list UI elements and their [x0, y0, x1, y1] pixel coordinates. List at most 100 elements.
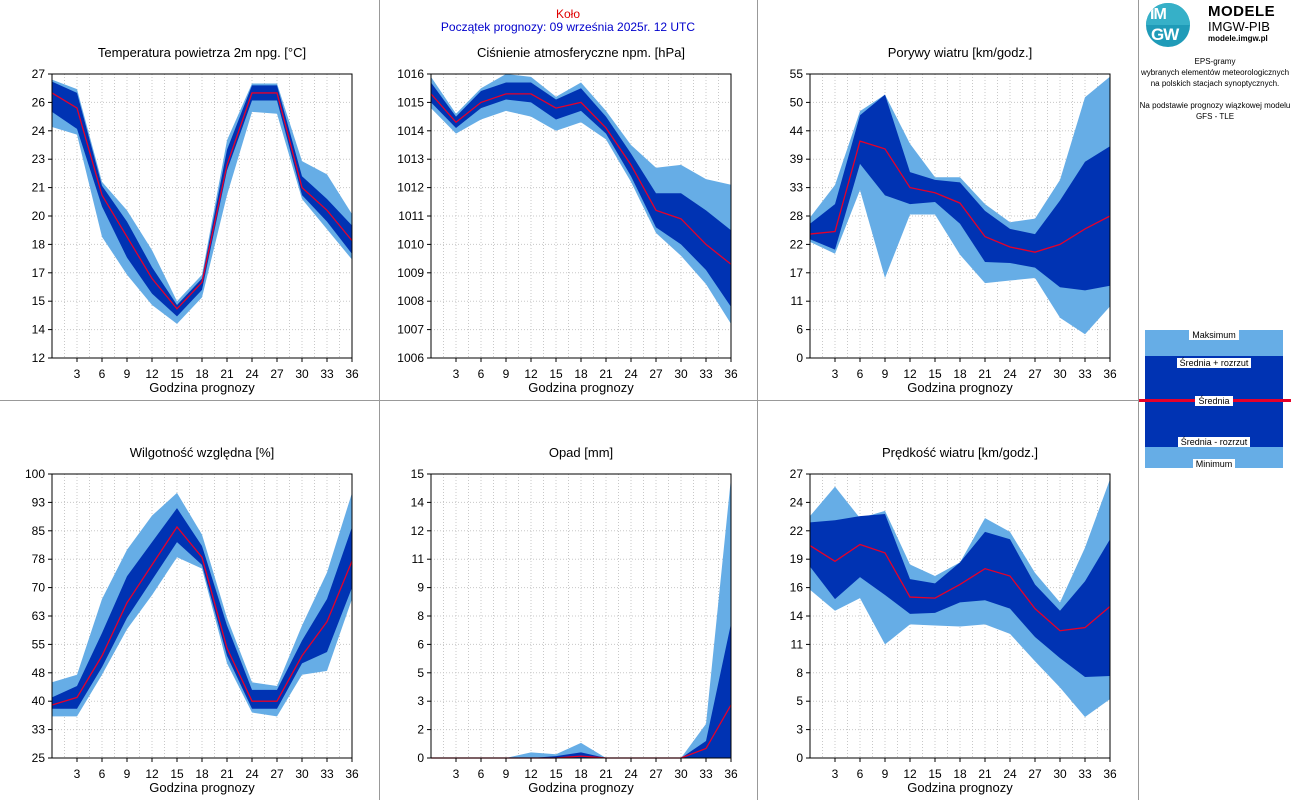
x-tick-label: 27 — [1028, 367, 1042, 381]
x-tick-label: 30 — [295, 367, 309, 381]
x-tick-label: 24 — [1003, 767, 1017, 781]
x-tick-label: 15 — [549, 767, 563, 781]
x-axis-label: Godzina prognozy — [907, 780, 1013, 795]
y-tick-label: 9 — [417, 581, 424, 595]
side-note-line2: wybranych elementów meteorologicznych — [1140, 68, 1290, 77]
outer-band — [52, 79, 352, 324]
x-tick-label: 9 — [503, 767, 510, 781]
y-tick-label: 0 — [417, 751, 424, 765]
logo-url: modele.imgw.pl — [1208, 34, 1268, 43]
x-tick-label: 21 — [220, 767, 234, 781]
x-tick-label: 18 — [953, 367, 967, 381]
y-tick-label: 1007 — [397, 323, 424, 337]
mean-line — [809, 140, 1111, 253]
y-tick-label: 39 — [790, 152, 804, 166]
y-tick-label: 1016 — [397, 67, 424, 81]
x-tick-label: 15 — [928, 367, 942, 381]
x-tick-label: 36 — [724, 367, 738, 381]
x-tick-label: 21 — [978, 767, 992, 781]
y-tick-label: 18 — [32, 237, 46, 251]
x-tick-label: 15 — [928, 767, 942, 781]
y-tick-label: 11 — [791, 294, 804, 308]
y-tick-label: 11 — [791, 637, 804, 651]
y-tick-label: 1014 — [397, 124, 424, 138]
y-tick-label: 16 — [790, 581, 804, 595]
y-tick-label: 55 — [790, 67, 804, 81]
chart-title: Temperatura powietrza 2m npg. [°C] — [98, 45, 306, 60]
x-tick-label: 6 — [857, 367, 864, 381]
y-tick-label: 6 — [417, 637, 424, 651]
mean-line — [430, 93, 732, 265]
logo-name: MODELE — [1208, 3, 1276, 20]
logo-emblem-icon: IM GW — [1146, 3, 1190, 47]
x-tick-label: 33 — [1078, 367, 1092, 381]
y-tick-label: 25 — [32, 751, 46, 765]
x-tick-label: 24 — [624, 367, 638, 381]
grid — [430, 473, 732, 759]
y-tick-label: 12 — [32, 351, 46, 365]
y-tick-label: 1010 — [397, 237, 424, 251]
x-axis-label: Godzina prognozy — [528, 780, 634, 795]
x-tick-label: 30 — [1053, 767, 1067, 781]
x-tick-label: 15 — [170, 367, 184, 381]
chart-pressure: 1006 1007 1008 1009 1010 1011 1012 1013 1014 1015… — [397, 45, 738, 395]
mean-line — [809, 543, 1111, 632]
imgw-logo[interactable]: IM GW MODELE IMGW-PIB modele.imgw.pl — [1146, 2, 1286, 47]
x-tick-label: 18 — [953, 767, 967, 781]
x-tick-label: 6 — [478, 767, 485, 781]
outer-band — [52, 492, 352, 717]
y-tick-label: 14 — [411, 495, 425, 509]
y-tick-label: 11 — [412, 552, 425, 566]
y-tick-label: 0 — [796, 351, 803, 365]
mean-line — [51, 525, 353, 706]
x-tick-label: 3 — [74, 367, 81, 381]
x-tick-label: 27 — [270, 367, 284, 381]
x-tick-label: 36 — [345, 767, 359, 781]
y-tick-label: 33 — [32, 723, 46, 737]
chart-title: Wilgotność względna [%] — [130, 445, 275, 460]
x-tick-label: 36 — [345, 367, 359, 381]
y-tick-label: 78 — [32, 552, 46, 566]
y-tick-label: 1006 — [397, 351, 424, 365]
x-tick-label: 33 — [699, 367, 713, 381]
y-tick-label: 12 — [411, 524, 425, 538]
x-axis-label: Godzina prognozy — [907, 380, 1013, 395]
y-tick-label: 26 — [32, 95, 46, 109]
legend-outer-bottom — [1145, 447, 1283, 468]
y-tick-label: 50 — [790, 95, 804, 109]
x-tick-label: 15 — [170, 767, 184, 781]
legend-plus-label: Średnia + rozrzut — [1145, 358, 1283, 368]
y-tick-label: 33 — [790, 181, 804, 195]
y-tick-label: 17 — [790, 266, 804, 280]
y-tick-label: 24 — [32, 124, 46, 138]
y-tick-label: 0 — [796, 751, 803, 765]
x-axis-label: Godzina prognozy — [149, 780, 255, 795]
x-tick-label: 12 — [145, 367, 159, 381]
y-tick-label: 1008 — [397, 294, 424, 308]
y-tick-label: 19 — [790, 552, 804, 566]
y-tick-label: 100 — [25, 467, 45, 481]
x-tick-label: 6 — [99, 767, 106, 781]
y-tick-label: 6 — [796, 323, 803, 337]
y-tick-label: 3 — [796, 723, 803, 737]
x-tick-label: 24 — [245, 767, 259, 781]
y-tick-label: 22 — [790, 524, 804, 538]
y-tick-label: 17 — [32, 266, 46, 280]
y-tick-label: 2 — [417, 723, 424, 737]
x-tick-label: 36 — [1103, 367, 1117, 381]
x-tick-label: 27 — [1028, 767, 1042, 781]
logo-subname: IMGW-PIB — [1208, 19, 1270, 34]
x-tick-label: 24 — [624, 767, 638, 781]
x-tick-label: 12 — [903, 767, 917, 781]
x-tick-label: 30 — [295, 767, 309, 781]
y-tick-label: 15 — [411, 467, 425, 481]
legend-max-label: Maksimum — [1145, 330, 1283, 340]
y-tick-label: 40 — [32, 694, 46, 708]
x-tick-label: 21 — [599, 367, 613, 381]
y-tick-label: 55 — [32, 637, 46, 651]
x-tick-label: 33 — [699, 767, 713, 781]
x-tick-label: 3 — [832, 367, 839, 381]
